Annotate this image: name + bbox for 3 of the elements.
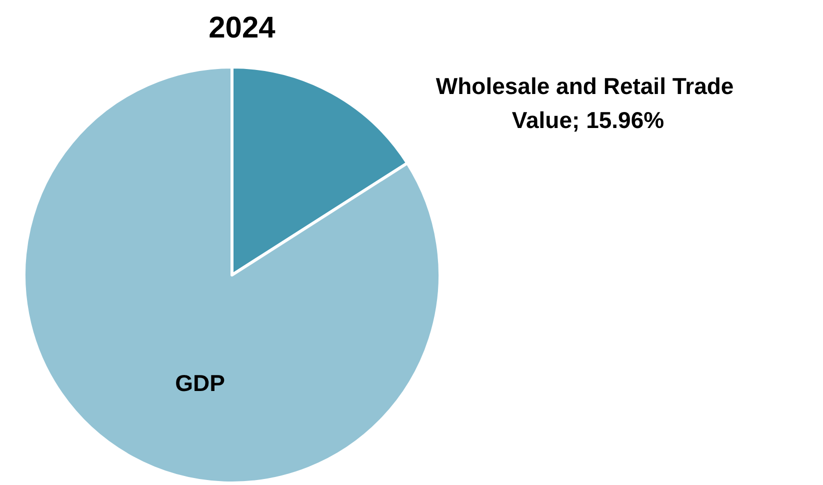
slice-label: Wholesale and Retail Trade Value; 15.96% (436, 73, 740, 133)
slice-label: GDP (175, 370, 225, 396)
chart-title: 2024 (208, 12, 276, 44)
